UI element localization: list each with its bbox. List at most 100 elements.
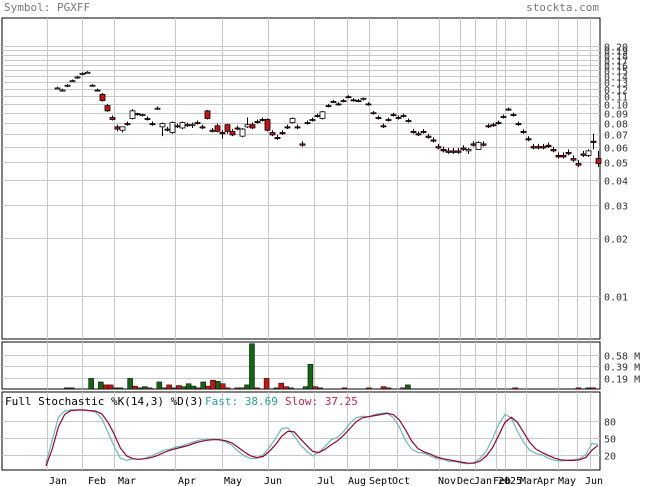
price-tick-label: 0.08 — [604, 120, 628, 131]
slow-line — [45, 409, 599, 467]
candle-body — [375, 117, 382, 119]
candle — [510, 112, 517, 117]
symbol-label: Symbol: PGXFF — [4, 1, 90, 14]
candle — [74, 75, 81, 79]
candle-body — [465, 149, 472, 152]
candle-body — [164, 128, 171, 131]
candle-body — [530, 146, 537, 149]
candle-body — [495, 122, 502, 125]
candle — [59, 88, 66, 92]
volume-bar — [288, 387, 294, 390]
candle-body — [174, 125, 181, 128]
candle — [159, 122, 166, 137]
candle — [405, 118, 412, 123]
volume-tick-label: 0.19 M — [604, 375, 640, 386]
candle — [380, 123, 387, 128]
volume-bar — [205, 385, 211, 390]
volume-bar — [385, 387, 392, 390]
candle-body — [289, 118, 296, 123]
volume-bar — [219, 383, 226, 390]
candle — [294, 124, 301, 130]
volume-bar — [112, 387, 119, 390]
price-tick-label: 0.15 — [604, 67, 628, 78]
candle-body — [585, 150, 592, 156]
candle — [425, 133, 432, 139]
candle — [319, 110, 326, 120]
candle — [420, 129, 427, 134]
volume-panel: 0.58 M0.39 M0.19 M — [1, 341, 640, 390]
candle — [335, 102, 342, 106]
candle-body — [204, 110, 211, 119]
volume-bar — [190, 385, 197, 390]
x-tick-label: Sept — [369, 476, 393, 486]
candle-body — [144, 118, 151, 120]
candle-body — [209, 129, 216, 132]
volume-bar — [278, 382, 284, 390]
x-tick-label: 2025 — [498, 476, 522, 486]
candle-body — [249, 124, 256, 129]
candle — [460, 145, 467, 151]
candle — [545, 142, 552, 149]
volume-bar — [244, 384, 250, 390]
candle-body — [490, 124, 497, 127]
candle-body — [385, 119, 392, 121]
x-tick-label: Oct — [392, 476, 410, 486]
x-tick-label: Mar — [520, 476, 538, 486]
fast-value-label: Fast: 38.69 — [205, 395, 278, 408]
candle — [540, 143, 547, 150]
volume-bar — [312, 386, 319, 390]
x-tick-label: Feb — [493, 476, 511, 486]
candle-body — [545, 144, 552, 148]
candle-body — [239, 128, 246, 137]
stochastic-tick-label: 50 — [604, 435, 616, 446]
candle-body — [480, 143, 487, 146]
candle-body — [304, 122, 311, 125]
candle — [144, 116, 151, 121]
candle-body — [400, 115, 407, 117]
candle-body — [380, 125, 387, 128]
slow-value-label: Slow: 37.25 — [285, 395, 358, 408]
candle — [124, 121, 131, 126]
candle — [485, 123, 492, 128]
candle-body — [74, 76, 81, 79]
candle-body — [69, 80, 76, 83]
price-tick-label: 0.14 — [604, 73, 628, 84]
candle-body — [365, 103, 372, 106]
volume-bar — [512, 387, 518, 390]
candle — [214, 123, 221, 133]
volume-bar — [161, 387, 167, 390]
volume-bar — [166, 384, 172, 390]
candle-body — [570, 158, 577, 161]
candle-body — [445, 150, 452, 153]
price-panel: 0.200.190.180.170.160.150.140.130.120.11… — [1, 17, 628, 340]
candle-body — [505, 108, 512, 111]
candle — [595, 150, 602, 168]
price-axis-labels: 0.200.190.180.170.160.150.140.130.120.11… — [604, 43, 628, 304]
volume-bar — [273, 387, 280, 390]
volume-bar — [195, 387, 202, 390]
x-tick-label: May — [224, 476, 242, 486]
candle — [435, 143, 442, 150]
candle-body — [274, 136, 281, 140]
volume-bar — [132, 385, 138, 390]
candle-body — [550, 149, 557, 152]
candle-body — [340, 100, 347, 103]
x-tick-label: Apr — [178, 476, 196, 486]
candle — [149, 121, 156, 126]
volume-bar — [575, 387, 582, 390]
price-tick-label: 0.03 — [604, 202, 628, 213]
x-tick-label: Jul — [317, 476, 335, 486]
candle-body — [360, 97, 367, 100]
price-tick-label: 0.20 — [604, 43, 628, 54]
candle-body — [119, 126, 126, 131]
candle-body — [515, 123, 522, 126]
candle — [64, 83, 71, 88]
candle-body — [330, 101, 337, 103]
candle-body — [575, 163, 582, 166]
candle-body — [259, 119, 266, 121]
candle — [475, 141, 482, 150]
volume-bar — [283, 386, 289, 390]
candle — [264, 118, 271, 132]
candle-body — [129, 110, 136, 119]
